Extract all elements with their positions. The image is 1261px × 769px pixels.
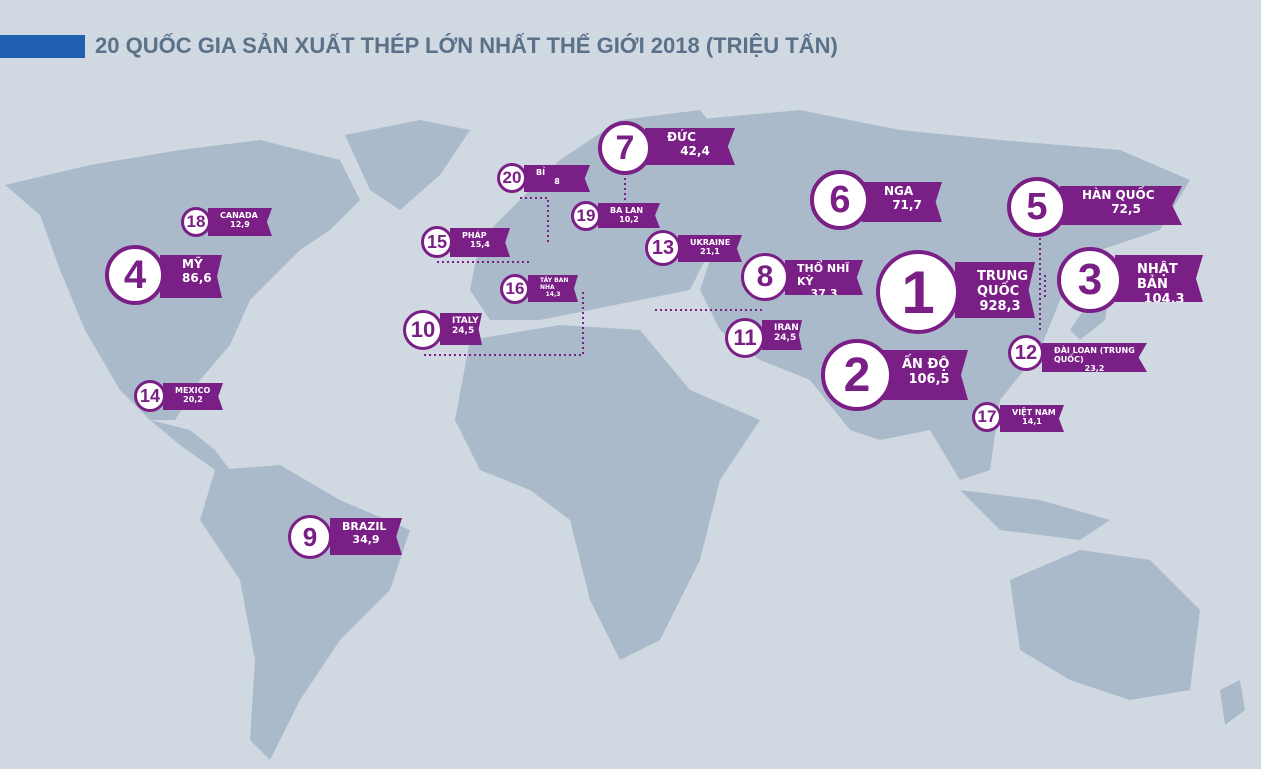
rank-badge: 8 [741,253,789,301]
country-name: VIỆT NAM [1012,408,1056,417]
australia [1010,550,1200,700]
rank-badge: 15 [421,226,453,258]
country-value: 106,5 [908,371,950,387]
country-name: TÂY BAN NHA [540,277,569,291]
country-value: 21,1 [700,247,720,257]
rank-badge: 17 [972,402,1002,432]
country-value: 104,3 [1143,291,1185,307]
country-name: MEXICO [175,386,211,395]
country-label: TÂY BAN NHA 14,3 [528,275,578,302]
rank-badge: 10 [403,310,443,350]
country-name: IRAN [774,323,799,333]
country-value: 14,1 [1022,417,1042,427]
country-label: THỔ NHĨ KỲ 37,3 [785,260,863,295]
country-name: BỈ [536,168,546,177]
country-label: HÀN QUỐC 72,5 [1060,186,1182,225]
country-label: CANADA 12,9 [208,208,272,236]
country-label: ĐỨC 42,4 [645,128,735,165]
country-label: UKRAINE 21,1 [678,235,742,262]
rank-badge: 3 [1057,247,1123,313]
country-name: MỸ [182,257,203,271]
country-value: 71,7 [892,197,922,212]
country-label: NHẬT BẢN 104,3 [1115,255,1203,302]
country-value: 24,5 [452,326,475,337]
country-name: CANADA [220,211,258,220]
greenland [345,120,470,210]
country-name: THỔ NHĨ KỲ [797,262,850,288]
country-name: PHÁP [462,231,487,240]
title: 20 QUỐC GIA SẢN XUẤT THÉP LỚN NHẤT THẾ G… [95,33,838,58]
country-name: TRUNG QUỐC [977,269,1028,299]
country-name: BRAZIL [342,520,387,533]
rank-badge: 11 [725,318,765,358]
country-label: ITALY 24,5 [440,313,482,345]
africa [455,325,760,660]
country-value: 20,2 [183,395,203,405]
country-name: ĐỨC [667,130,696,144]
leader-line [423,292,584,356]
country-value: 42,4 [680,143,710,158]
country-value: 14,3 [545,290,561,298]
country-label: BRAZIL 34,9 [330,518,402,555]
country-name: NHẬT BẢN [1137,262,1178,292]
rank-badge: 18 [181,207,211,237]
new-zealand [1220,680,1245,725]
country-name: ĐÀI LOAN (TRUNG QUỐC) [1054,346,1135,365]
country-label: TRUNG QUỐC 928,3 [955,262,1035,318]
country-value: 72,5 [1111,201,1141,216]
rank-badge: 19 [571,201,601,231]
rank-badge: 4 [105,245,165,305]
country-value: 928,3 [979,298,1021,314]
country-label: NGA 71,7 [862,182,942,222]
rank-badge: 14 [134,380,166,412]
rank-badge: 16 [500,274,530,304]
country-label: ĐÀI LOAN (TRUNG QUỐC) 23,2 [1042,343,1147,372]
country-label: IRAN 24,5 [762,320,802,350]
country-value: 37,3 [810,287,838,301]
country-value: 12,9 [230,220,250,230]
country-value: 34,9 [352,532,380,546]
country-name: UKRAINE [690,238,731,247]
rank-badge: 2 [821,339,893,411]
title-bar [0,35,85,58]
country-label: VIỆT NAM 14,1 [1000,405,1064,432]
rank-badge: 1 [876,250,960,334]
country-value: 23,2 [1084,364,1105,374]
rank-badge: 12 [1008,335,1044,371]
rank-badge: 13 [645,230,681,266]
country-name: HÀN QUỐC [1082,188,1155,202]
country-name: NGA [884,184,914,198]
country-label: ẤN ĐỘ 106,5 [880,350,968,400]
country-value: 24,5 [774,333,797,344]
country-label: MỸ 86,6 [160,255,222,298]
country-label: PHÁP 15,4 [450,228,510,257]
country-name: ẤN ĐỘ [902,357,950,372]
central-america [150,420,230,470]
country-label: MEXICO 20,2 [163,383,223,410]
rank-badge: 7 [598,121,652,175]
country-name: ITALY [452,316,479,326]
country-label: BA LAN 10,2 [598,203,660,228]
indonesia [960,490,1110,540]
country-value: 15,4 [470,240,490,250]
rank-badge: 5 [1007,177,1067,237]
country-value: 86,6 [182,270,212,285]
country-label: BỈ 8 [524,165,590,192]
country-value: 8 [554,177,560,187]
country-name: BA LAN [610,206,644,215]
rank-badge: 9 [288,515,332,559]
rank-badge: 6 [810,170,870,230]
country-value: 10,2 [619,215,639,225]
south-america [200,465,410,760]
rank-badge: 20 [497,163,527,193]
